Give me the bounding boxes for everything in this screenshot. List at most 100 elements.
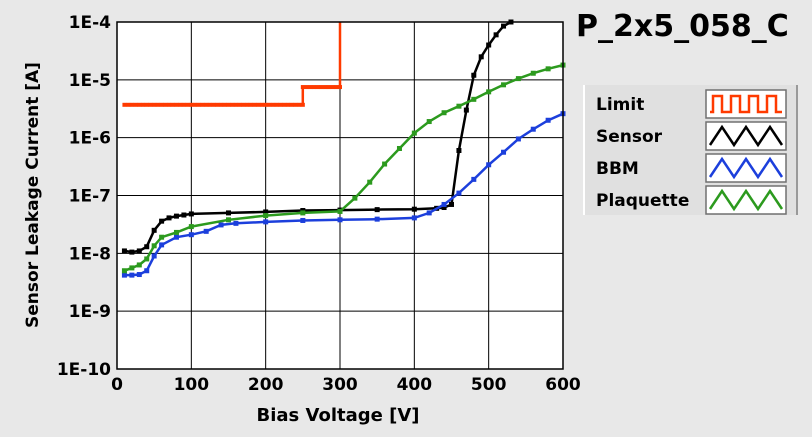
data-point	[144, 102, 149, 107]
legend-label-plaquette: Plaquette	[596, 191, 689, 211]
data-point	[326, 85, 331, 90]
data-point	[471, 96, 477, 102]
data-point	[486, 89, 492, 95]
data-point	[545, 117, 551, 123]
data-point	[233, 102, 238, 107]
data-point	[456, 103, 462, 109]
data-point	[204, 102, 209, 107]
data-point	[163, 102, 168, 107]
data-point	[259, 102, 264, 107]
data-point	[471, 72, 477, 78]
data-point	[226, 217, 231, 223]
data-point	[144, 244, 150, 250]
data-point	[263, 209, 269, 215]
data-point	[530, 70, 536, 76]
data-point	[173, 229, 179, 235]
data-point	[515, 76, 521, 82]
data-point	[396, 145, 402, 151]
legend: Limit Sensor BBM Plaquette	[583, 85, 798, 215]
data-point	[148, 102, 153, 107]
data-point	[207, 102, 212, 107]
data-point	[129, 102, 134, 107]
data-point	[218, 222, 224, 228]
legend-swatch-bbm	[708, 156, 784, 180]
data-point	[411, 130, 417, 136]
data-point	[311, 85, 316, 90]
data-point	[263, 219, 269, 225]
legend-swatch-box	[705, 89, 787, 119]
data-point	[300, 210, 306, 216]
data-point	[159, 234, 165, 240]
data-point	[159, 242, 165, 248]
data-point	[263, 102, 268, 107]
data-point	[155, 102, 160, 107]
data-point	[137, 102, 142, 107]
data-point	[241, 102, 246, 107]
data-point	[129, 249, 135, 255]
data-point	[122, 102, 127, 107]
data-point	[121, 272, 127, 278]
data-point	[501, 149, 507, 155]
data-point	[230, 102, 235, 107]
legend-label-limit: Limit	[596, 95, 644, 115]
y-tick-label: 1E-7	[69, 187, 111, 207]
data-point	[159, 102, 164, 107]
data-point	[530, 126, 536, 132]
x-tick-label: 100	[174, 375, 210, 395]
data-point	[449, 201, 454, 207]
data-point	[441, 110, 447, 116]
data-point	[337, 208, 343, 214]
x-tick-label: 600	[545, 375, 581, 395]
data-point	[181, 212, 187, 218]
data-point	[245, 102, 250, 107]
legend-label-sensor: Sensor	[596, 127, 663, 147]
data-point	[141, 102, 146, 107]
y-tick-label: 1E-4	[69, 13, 111, 33]
data-point	[282, 102, 287, 107]
data-point	[151, 227, 157, 233]
data-point	[152, 102, 157, 107]
data-point	[337, 217, 343, 223]
data-point	[486, 162, 492, 168]
data-point	[456, 190, 462, 196]
data-point	[545, 66, 551, 72]
data-point	[188, 224, 194, 230]
data-point	[189, 102, 194, 107]
data-point	[352, 195, 358, 201]
data-point	[196, 102, 201, 107]
data-point	[226, 210, 231, 216]
data-point	[274, 102, 279, 107]
data-point	[411, 206, 417, 212]
data-point	[308, 85, 313, 90]
data-point	[330, 85, 335, 90]
data-point	[248, 102, 253, 107]
data-point	[174, 102, 179, 107]
data-point	[136, 262, 142, 268]
data-point	[203, 228, 209, 234]
data-point	[193, 102, 198, 107]
data-point	[133, 102, 138, 107]
y-tick-label: 1E-10	[57, 360, 111, 380]
data-point	[441, 205, 447, 211]
data-point	[136, 272, 142, 278]
data-point	[237, 102, 242, 107]
data-point	[285, 102, 290, 107]
data-point	[478, 54, 484, 60]
y-tick-label: 1E-9	[69, 302, 111, 322]
data-point	[233, 220, 239, 226]
legend-label-bbm: BBM	[596, 159, 639, 179]
data-point	[144, 268, 150, 274]
data-point	[226, 102, 231, 107]
data-point	[151, 253, 157, 259]
data-point	[486, 42, 492, 48]
data-point	[188, 211, 194, 217]
legend-swatch-plaquette	[708, 188, 784, 212]
data-point	[144, 256, 150, 262]
y-tick-label: 1E-8	[69, 244, 111, 264]
data-point	[300, 217, 306, 223]
data-point	[252, 102, 257, 107]
data-point	[126, 102, 131, 107]
data-point	[173, 213, 179, 219]
